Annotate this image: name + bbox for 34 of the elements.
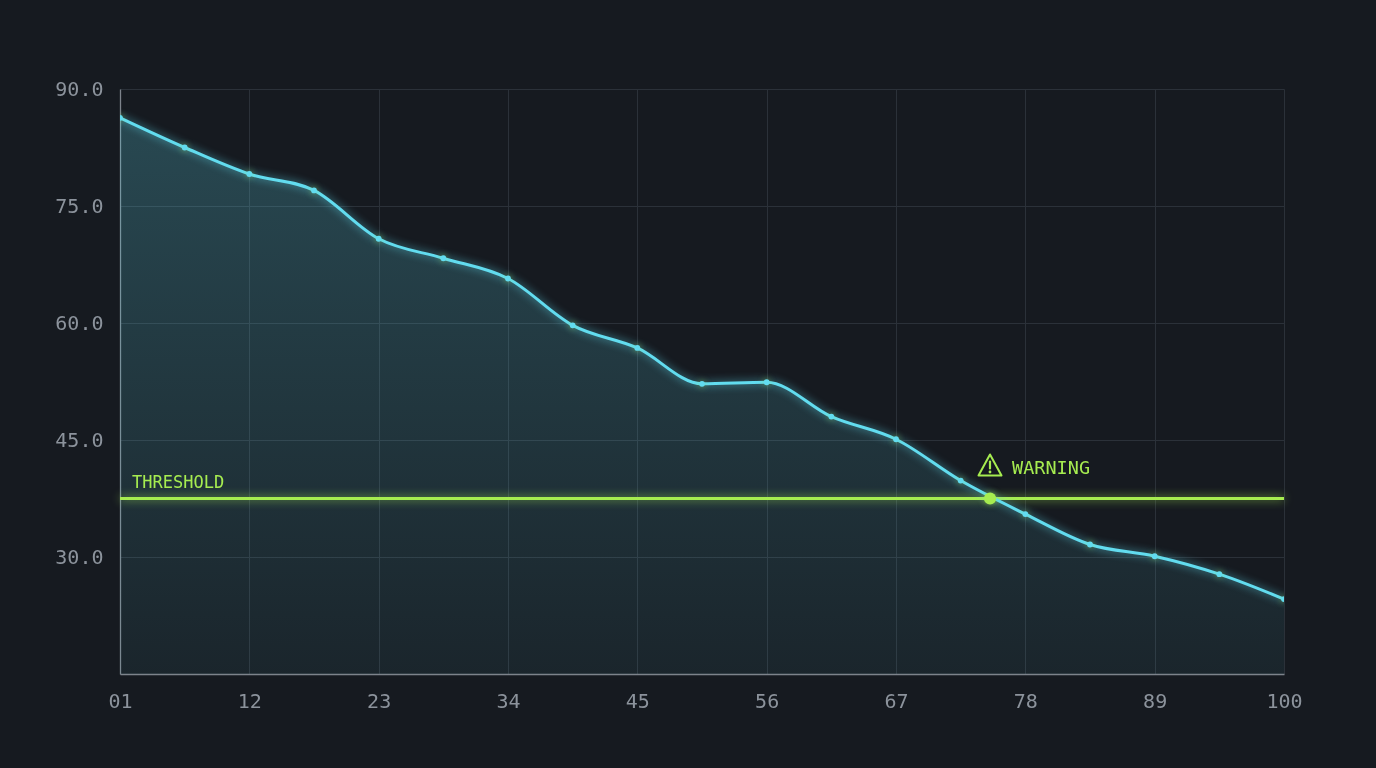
point — [440, 255, 447, 262]
x-tick-label: 56 — [755, 688, 780, 713]
point — [181, 144, 188, 151]
annotation: WARNING — [1012, 456, 1091, 478]
ref-line-label: THRESHOLD — [132, 471, 225, 492]
y-tick-label: 90.0 — [55, 76, 104, 101]
x-tick-label: 12 — [237, 688, 262, 713]
y-tick-label: 75.0 — [55, 193, 104, 218]
x-tick-label: 23 — [367, 688, 392, 713]
point — [699, 380, 705, 387]
point — [957, 477, 964, 484]
point — [569, 322, 576, 329]
x-tick-label: 01 — [108, 688, 133, 713]
point — [505, 275, 511, 282]
point — [375, 235, 382, 242]
point — [634, 345, 641, 351]
point — [763, 379, 770, 386]
y-tick-label: 60.0 — [55, 310, 104, 335]
point — [1216, 571, 1223, 578]
y-tick-label: 30.0 — [55, 544, 104, 569]
x-tick-label: 89 — [1143, 688, 1168, 713]
y-tick-label: 45.0 — [55, 427, 104, 452]
x-tick-label: 67 — [884, 688, 909, 713]
x-tick-label: 34 — [496, 688, 521, 713]
point — [1022, 511, 1029, 518]
point — [1151, 553, 1158, 560]
point — [246, 171, 253, 177]
x-tick-label: 100 — [1266, 688, 1303, 713]
x-tick-label: 45 — [625, 688, 650, 713]
point — [828, 413, 835, 420]
point — [1087, 541, 1093, 548]
point — [893, 436, 899, 443]
x-tick-label: 78 — [1013, 688, 1038, 713]
point — [311, 187, 317, 194]
